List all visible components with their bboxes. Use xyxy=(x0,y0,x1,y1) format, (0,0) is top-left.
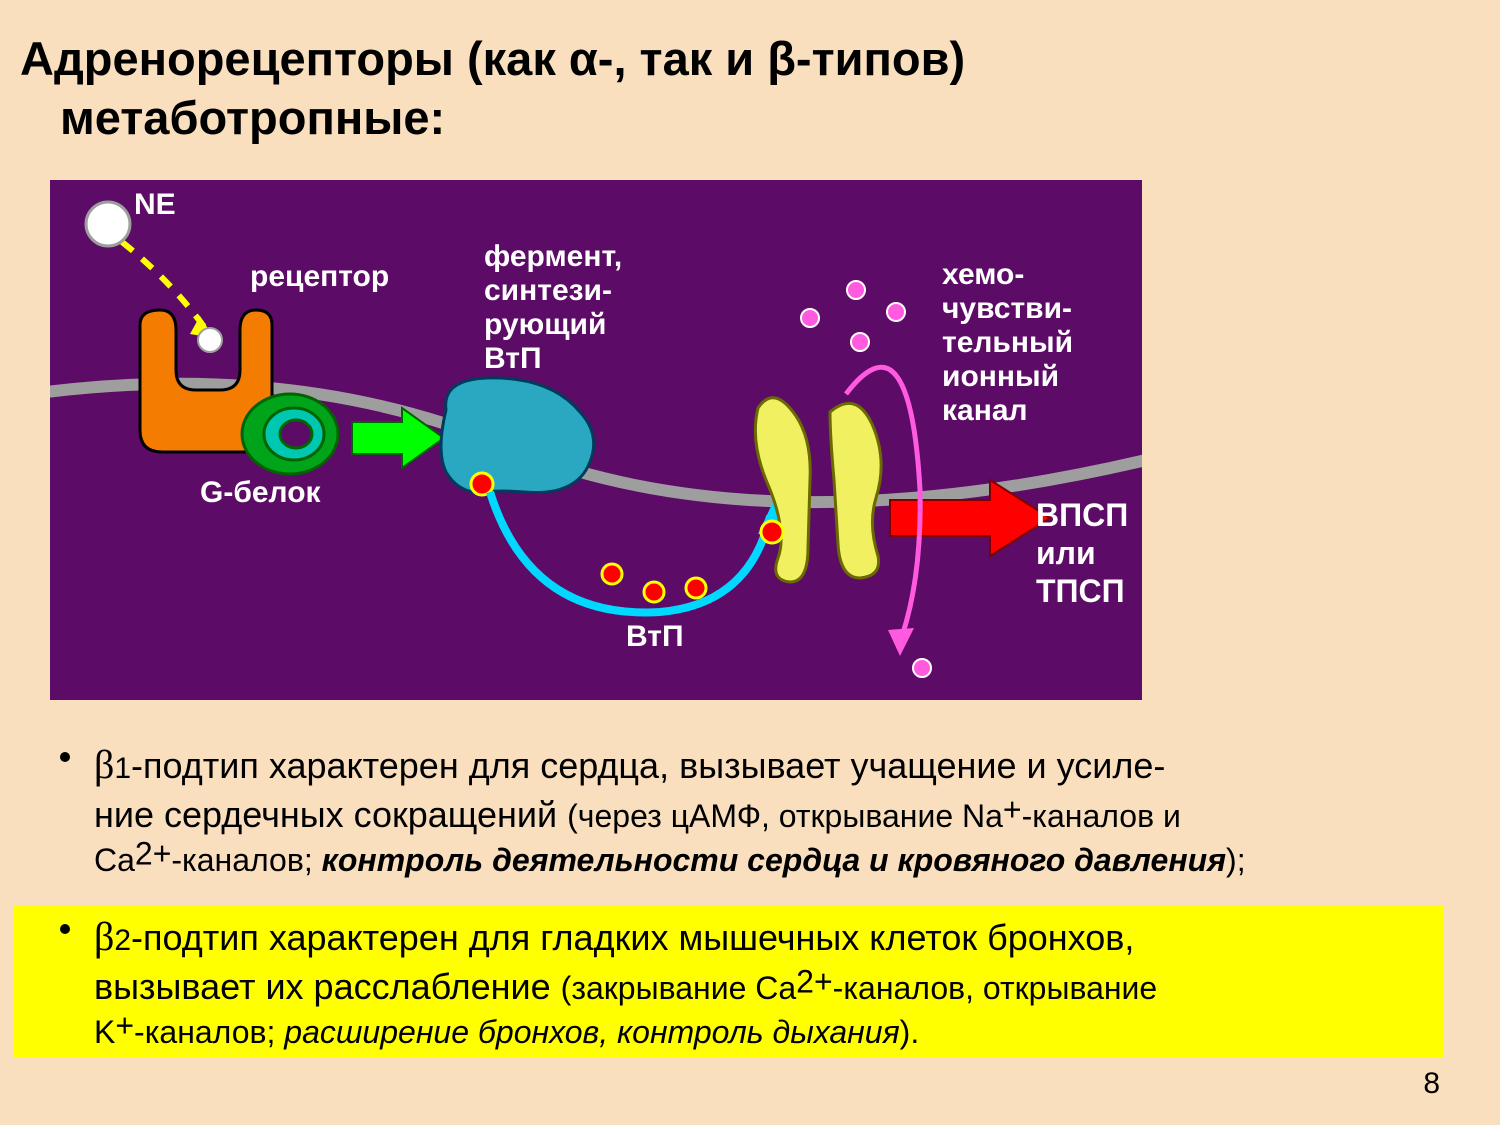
bullet-dot xyxy=(60,924,70,934)
title-line2: метаботропные: xyxy=(20,89,445,148)
bullet-line: β1-подтип характерен для сердца, вызывае… xyxy=(94,738,1448,791)
bullet-line: вызывает их расслабление (закрывание Ca2… xyxy=(94,963,1448,1011)
bullet-line: K+-каналов; расширение бронхов, контроль… xyxy=(94,1011,1448,1054)
svg-text:рецептор: рецептор xyxy=(250,260,389,293)
slide-title: Адренорецепторы (как α-, так и β-типов) … xyxy=(20,30,1370,148)
diagram-svg: NEрецепторG-белокфермент,синтези-рующийВ… xyxy=(50,180,1142,700)
signaling-diagram: NEрецепторG-белокфермент,синтези-рующийВ… xyxy=(50,180,1142,700)
svg-text:ВтП: ВтП xyxy=(626,620,684,653)
bullet-item: β2-подтип характерен для гладких мышечны… xyxy=(48,910,1448,1054)
slide: Адренорецепторы (как α-, так и β-типов) … xyxy=(0,0,1500,1125)
title-line1: Адренорецепторы (как α-, так и β-типов) xyxy=(20,32,965,85)
svg-text:NE: NE xyxy=(134,188,176,221)
svg-text:G-белок: G-белок xyxy=(200,476,322,509)
bullet-line: β2-подтип характерен для гладких мышечны… xyxy=(94,910,1448,963)
bullet-line: ние сердечных сокращений (через цАМФ, от… xyxy=(94,791,1448,839)
page-number: 8 xyxy=(1423,1067,1440,1101)
bullet-item: β1-подтип характерен для сердца, вызывае… xyxy=(48,738,1448,882)
bullet-dot xyxy=(60,752,70,762)
bullet-line: Ca2+-каналов; контроль деятельности серд… xyxy=(94,839,1448,882)
